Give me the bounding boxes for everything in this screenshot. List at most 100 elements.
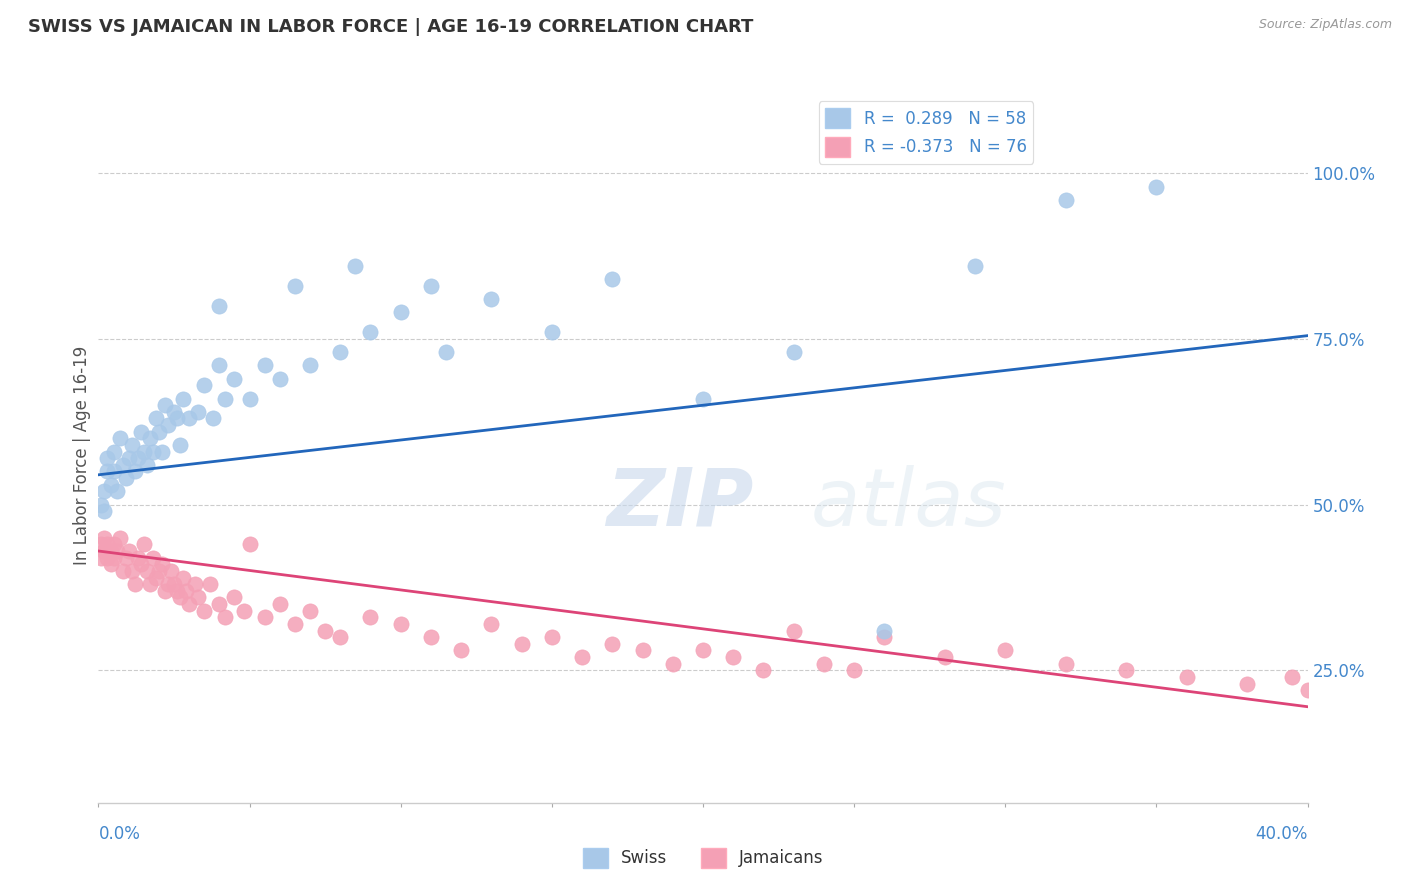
- Text: 40.0%: 40.0%: [1256, 825, 1308, 843]
- Point: [90, 537, 112, 551]
- Point: [200, 577, 222, 591]
- Point: [100, 477, 122, 491]
- Point: [111, 458, 134, 472]
- Point: [103, 444, 125, 458]
- Point: [93, 504, 115, 518]
- Point: [118, 451, 141, 466]
- Point: [510, 637, 533, 651]
- Point: [202, 411, 225, 425]
- Point: [329, 345, 352, 359]
- Point: [481, 616, 503, 631]
- Point: [139, 431, 162, 445]
- Point: [148, 564, 170, 578]
- Point: [934, 650, 956, 665]
- Point: [602, 272, 624, 286]
- Point: [163, 577, 186, 591]
- Point: [314, 624, 336, 638]
- Point: [783, 345, 806, 359]
- Point: [965, 259, 987, 273]
- Point: [160, 564, 183, 578]
- Point: [208, 359, 231, 373]
- Point: [299, 604, 322, 618]
- Point: [450, 643, 472, 657]
- Point: [108, 531, 131, 545]
- Point: [105, 484, 128, 499]
- Point: [135, 564, 157, 578]
- Y-axis label: In Labor Force | Age 16-19: In Labor Force | Age 16-19: [73, 345, 91, 565]
- Point: [96, 451, 118, 466]
- Text: ZIP: ZIP: [606, 465, 754, 542]
- Point: [105, 544, 128, 558]
- Point: [172, 392, 194, 406]
- Point: [145, 411, 167, 425]
- Point: [184, 577, 207, 591]
- Text: SWISS VS JAMAICAN IN LABOR FORCE | AGE 16-19 CORRELATION CHART: SWISS VS JAMAICAN IN LABOR FORCE | AGE 1…: [28, 18, 754, 36]
- Point: [329, 630, 352, 644]
- Point: [121, 438, 143, 452]
- Point: [571, 650, 593, 665]
- Point: [420, 630, 443, 644]
- Legend: Swiss, Jamaicans: Swiss, Jamaicans: [576, 841, 830, 875]
- Point: [156, 418, 179, 433]
- Point: [187, 591, 209, 605]
- Point: [100, 544, 122, 558]
- Point: [269, 372, 291, 386]
- Point: [174, 583, 197, 598]
- Point: [692, 392, 714, 406]
- Text: Source: ZipAtlas.com: Source: ZipAtlas.com: [1258, 18, 1392, 31]
- Point: [752, 663, 775, 677]
- Point: [1236, 676, 1258, 690]
- Point: [179, 411, 201, 425]
- Point: [193, 378, 215, 392]
- Point: [844, 663, 866, 677]
- Point: [96, 550, 118, 565]
- Point: [127, 451, 149, 466]
- Point: [127, 550, 149, 565]
- Point: [150, 558, 173, 572]
- Point: [163, 405, 186, 419]
- Point: [1281, 670, 1303, 684]
- Point: [100, 558, 122, 572]
- Point: [239, 392, 262, 406]
- Point: [1054, 657, 1077, 671]
- Point: [873, 624, 896, 638]
- Point: [1175, 670, 1198, 684]
- Point: [193, 604, 215, 618]
- Point: [208, 597, 231, 611]
- Point: [118, 544, 141, 558]
- Point: [172, 570, 194, 584]
- Point: [132, 537, 155, 551]
- Point: [124, 465, 146, 479]
- Point: [434, 345, 457, 359]
- Point: [145, 570, 167, 584]
- Point: [1115, 663, 1137, 677]
- Point: [103, 465, 125, 479]
- Point: [360, 326, 382, 340]
- Point: [253, 610, 276, 624]
- Point: [166, 411, 188, 425]
- Point: [156, 577, 179, 591]
- Point: [169, 591, 191, 605]
- Point: [111, 564, 134, 578]
- Point: [187, 405, 209, 419]
- Point: [389, 616, 412, 631]
- Point: [179, 597, 201, 611]
- Point: [208, 299, 231, 313]
- Point: [481, 292, 503, 306]
- Point: [723, 650, 745, 665]
- Point: [142, 444, 165, 458]
- Point: [284, 279, 307, 293]
- Point: [121, 564, 143, 578]
- Point: [631, 643, 654, 657]
- Point: [1296, 683, 1319, 698]
- Point: [214, 610, 236, 624]
- Point: [135, 458, 157, 472]
- Point: [1144, 179, 1167, 194]
- Point: [132, 444, 155, 458]
- Legend: R =  0.289   N = 58, R = -0.373   N = 76: R = 0.289 N = 58, R = -0.373 N = 76: [818, 102, 1033, 164]
- Point: [139, 577, 162, 591]
- Point: [90, 550, 112, 565]
- Point: [994, 643, 1017, 657]
- Point: [90, 498, 112, 512]
- Point: [148, 425, 170, 439]
